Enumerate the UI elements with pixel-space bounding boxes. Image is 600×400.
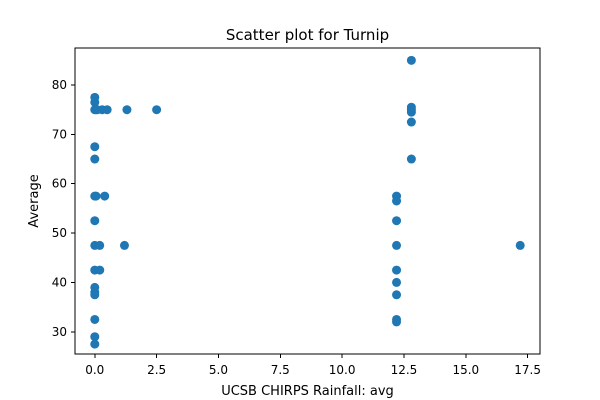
x-tick-label: 0.0 [85,363,104,377]
data-point [392,290,402,300]
x-tick-label: 17.5 [514,363,541,377]
data-point [392,277,402,287]
data-point [95,265,105,275]
data-point [90,142,100,152]
data-point [406,55,416,65]
data-point [152,105,162,115]
y-axis-label: Average [27,174,42,227]
data-point [392,196,402,206]
y-tick-label: 70 [52,127,67,141]
data-point [392,317,402,327]
y-tick-label: 40 [52,275,67,289]
data-point [392,216,402,226]
data-point [406,154,416,164]
data-point [102,105,112,115]
data-point [515,240,525,250]
data-point [100,191,110,201]
data-point [122,105,132,115]
plot-area-frame [74,47,541,355]
x-tick-label: 5.0 [209,363,228,377]
x-tick-label: 2.5 [147,363,166,377]
data-point [90,339,100,349]
y-tick-label: 50 [52,226,67,240]
y-tick-label: 80 [52,78,67,92]
data-point [406,117,416,127]
data-point [95,240,105,250]
x-tick-label: 7.5 [271,363,290,377]
axis-ticks: 0.0 2.5 5.0 7.5 10.0 12.5 15.0 17.5 30 40 50 60 70 80 [52,78,541,377]
data-point [119,240,129,250]
data-points [90,55,525,349]
data-point [406,107,416,117]
data-point [90,314,100,324]
data-point [392,265,402,275]
data-point [90,97,100,107]
data-point [90,332,100,342]
data-point [392,240,402,250]
data-point [90,154,100,164]
data-point [91,191,101,201]
data-point [90,290,100,300]
y-tick-label: 30 [52,325,67,339]
x-axis-label: UCSB CHIRPS Rainfall: avg [221,384,394,399]
x-tick-label: 15.0 [452,363,479,377]
x-tick-label: 12.5 [391,363,418,377]
x-tick-label: 10.0 [329,363,356,377]
y-tick-label: 60 [52,177,67,191]
data-point [90,216,100,226]
chart-title: Scatter plot for Turnip [226,26,389,44]
